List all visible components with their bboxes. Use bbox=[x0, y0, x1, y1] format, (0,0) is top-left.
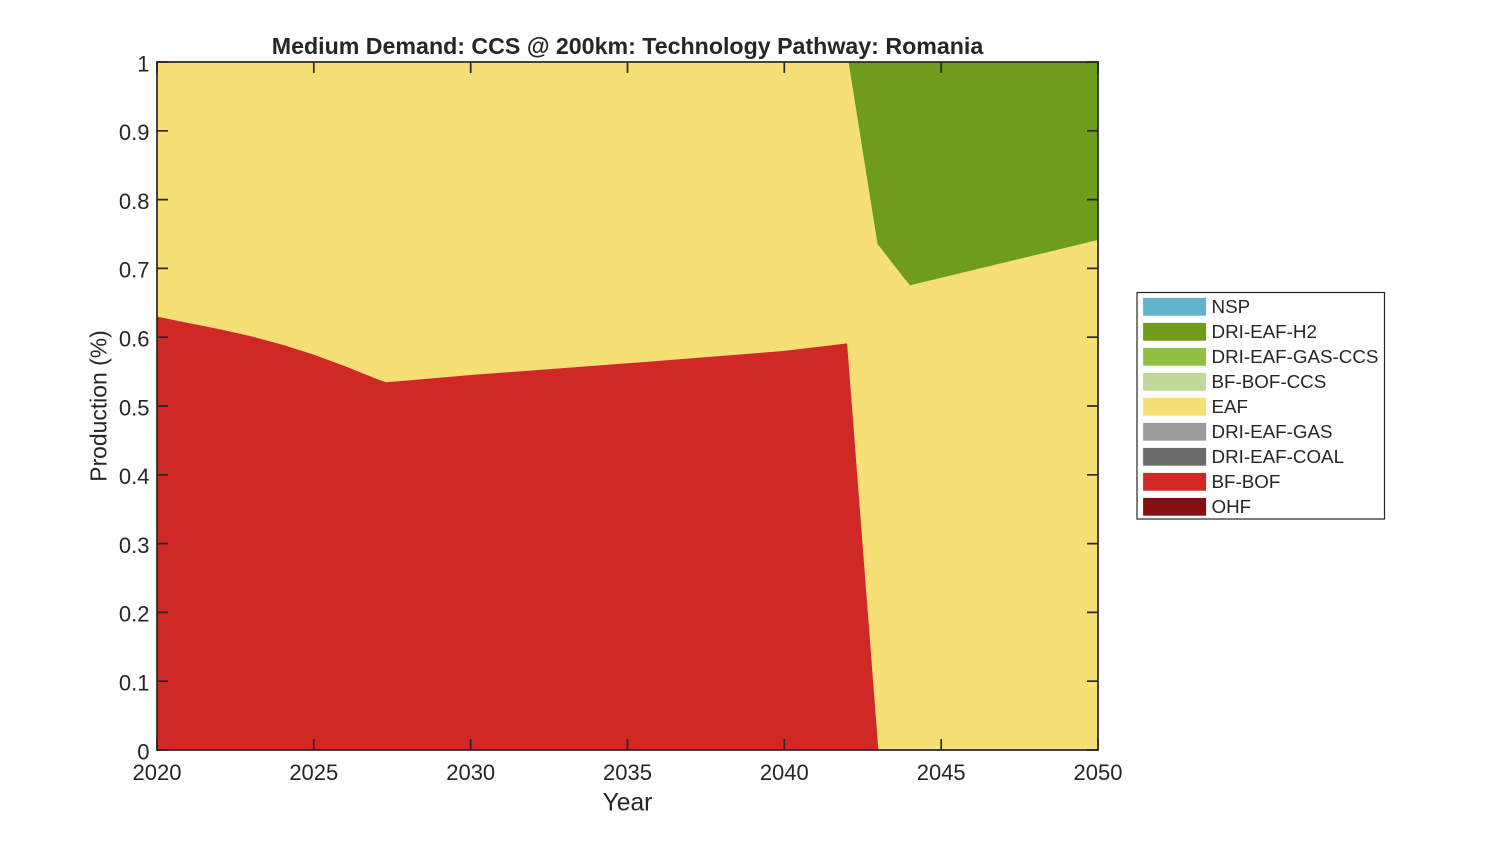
svg-text:NSP: NSP bbox=[1212, 296, 1251, 317]
svg-text:OHF: OHF bbox=[1212, 496, 1252, 517]
svg-text:2040: 2040 bbox=[760, 760, 809, 785]
svg-text:DRI-EAF-GAS: DRI-EAF-GAS bbox=[1212, 421, 1333, 442]
svg-text:0.3: 0.3 bbox=[119, 533, 150, 558]
svg-text:2030: 2030 bbox=[446, 760, 495, 785]
svg-text:Medium Demand: CCS @ 200km: Te: Medium Demand: CCS @ 200km: Technology P… bbox=[272, 33, 985, 59]
svg-text:0.6: 0.6 bbox=[119, 327, 150, 352]
svg-text:0.7: 0.7 bbox=[119, 258, 150, 283]
svg-text:BF-BOF-CCS: BF-BOF-CCS bbox=[1212, 371, 1327, 392]
svg-text:0.1: 0.1 bbox=[119, 671, 150, 696]
svg-text:Year: Year bbox=[603, 790, 653, 817]
svg-text:2050: 2050 bbox=[1074, 760, 1123, 785]
svg-text:Production (%): Production (%) bbox=[86, 330, 112, 481]
svg-text:BF-BOF: BF-BOF bbox=[1212, 471, 1281, 492]
svg-text:2045: 2045 bbox=[917, 760, 966, 785]
svg-text:2025: 2025 bbox=[289, 760, 338, 785]
svg-text:0.9: 0.9 bbox=[119, 120, 150, 145]
svg-text:0.4: 0.4 bbox=[119, 464, 150, 489]
svg-text:0.5: 0.5 bbox=[119, 395, 150, 420]
svg-text:EAF: EAF bbox=[1212, 396, 1249, 417]
svg-text:2020: 2020 bbox=[133, 760, 182, 785]
svg-text:DRI-EAF-H2: DRI-EAF-H2 bbox=[1212, 321, 1317, 342]
svg-text:0: 0 bbox=[137, 739, 149, 764]
svg-text:DRI-EAF-COAL: DRI-EAF-COAL bbox=[1212, 446, 1345, 467]
svg-text:0.8: 0.8 bbox=[119, 189, 150, 214]
svg-text:DRI-EAF-GAS-CCS: DRI-EAF-GAS-CCS bbox=[1212, 346, 1379, 367]
svg-text:2035: 2035 bbox=[603, 760, 652, 785]
svg-text:0.2: 0.2 bbox=[119, 602, 150, 627]
svg-text:1: 1 bbox=[137, 51, 149, 76]
